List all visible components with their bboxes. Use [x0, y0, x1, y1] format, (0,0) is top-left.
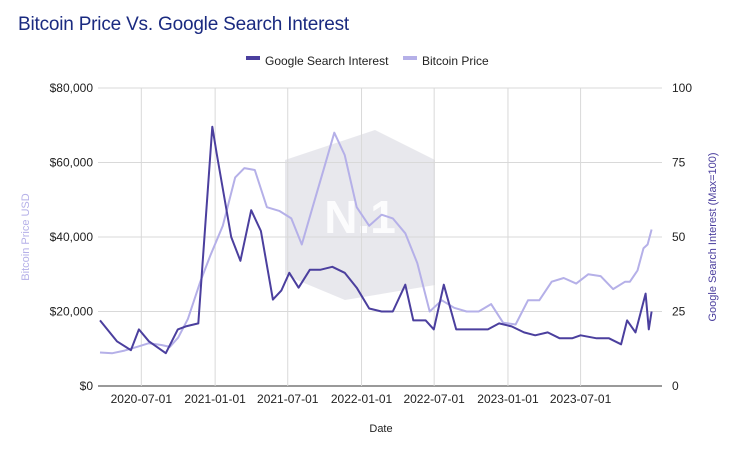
y-left-tick-label: $80,000: [50, 81, 94, 95]
legend-swatch-price: [403, 56, 417, 60]
y-left-tick-label: $40,000: [50, 230, 94, 244]
y-left-tick-label: $60,000: [50, 156, 94, 170]
y-left-tick-label: $0: [80, 379, 94, 393]
y-left-tick-label: $20,000: [50, 305, 94, 319]
y-right-tick-label: 75: [672, 156, 686, 170]
tick-labels: $0 $20,000 $40,000 $60,000 $80,000 0 25 50 75 100…: [50, 81, 693, 406]
y-right-tick-label: 25: [672, 305, 686, 319]
legend-swatch-search: [246, 56, 260, 60]
legend-label-search: Google Search Interest: [265, 54, 389, 68]
x-tick-label: 2023-01-01: [477, 392, 539, 406]
legend-label-price: Bitcoin Price: [422, 54, 489, 68]
y-right-tick-label: 0: [672, 379, 679, 393]
legend: Google Search Interest Bitcoin Price: [246, 54, 489, 68]
y-right-tick-label: 50: [672, 230, 686, 244]
x-tick-label: 2020-07-01: [111, 392, 173, 406]
watermark-text: N.1: [324, 191, 396, 243]
y-right-axis-title: Google Search Interest (Max=100): [707, 152, 719, 321]
axis-titles: Date Bitcoin Price USD Google Search Inter…: [20, 152, 719, 435]
y-right-tick-label: 100: [672, 81, 692, 95]
x-tick-label: 2022-07-01: [403, 392, 465, 406]
grid-lines: [98, 87, 662, 387]
x-tick-label: 2022-01-01: [331, 392, 393, 406]
y-left-axis-title: Bitcoin Price USD: [20, 193, 32, 280]
x-axis-title: Date: [369, 423, 392, 435]
series-layer: [99, 125, 653, 355]
search-interest-line: [99, 125, 653, 355]
chart-title: Bitcoin Price Vs. Google Search Interest: [18, 14, 349, 35]
x-tick-label: 2021-01-01: [184, 392, 246, 406]
x-tick-label: 2023-07-01: [550, 392, 612, 406]
x-tick-label: 2021-07-01: [257, 392, 319, 406]
